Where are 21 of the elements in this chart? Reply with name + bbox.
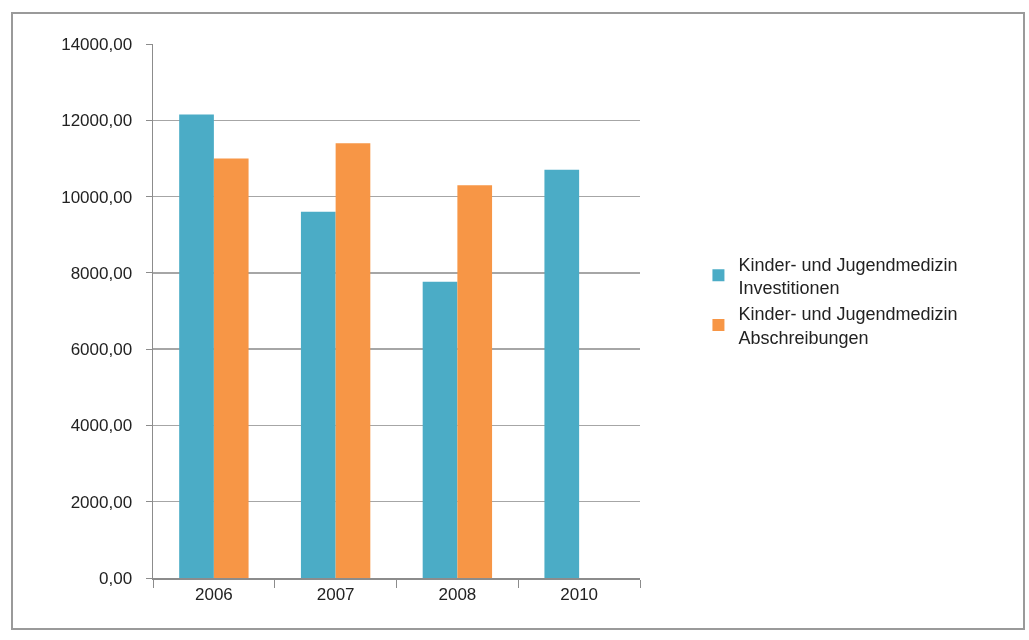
bar bbox=[422, 281, 458, 578]
x-tick-label: 2007 bbox=[316, 584, 355, 604]
bar bbox=[213, 158, 249, 578]
legend-label: Kinder- und Jugendmedizin Abschreibungen bbox=[738, 304, 958, 348]
bar bbox=[179, 114, 214, 578]
y-tick-label: 8000,00 bbox=[70, 263, 133, 283]
y-tick-label: 4000,00 bbox=[70, 416, 133, 436]
y-tick-label: 12000,00 bbox=[61, 111, 133, 131]
bar bbox=[544, 169, 580, 578]
y-tick-label: 6000,00 bbox=[70, 340, 133, 360]
y-tick-label: 10000,00 bbox=[61, 187, 133, 207]
x-tick-label: 2006 bbox=[194, 584, 233, 604]
legend-label: Kinder- und Jugendmedizin Investitionen bbox=[738, 254, 958, 298]
y-tick-label: 0,00 bbox=[99, 568, 133, 588]
bar bbox=[335, 143, 371, 578]
bar bbox=[457, 185, 493, 578]
y-tick-label: 2000,00 bbox=[70, 492, 133, 512]
x-tick-label: 2010 bbox=[560, 584, 599, 604]
bar bbox=[300, 211, 336, 578]
y-tick-label: 14000,00 bbox=[61, 34, 133, 54]
x-tick-label: 2008 bbox=[438, 584, 477, 604]
